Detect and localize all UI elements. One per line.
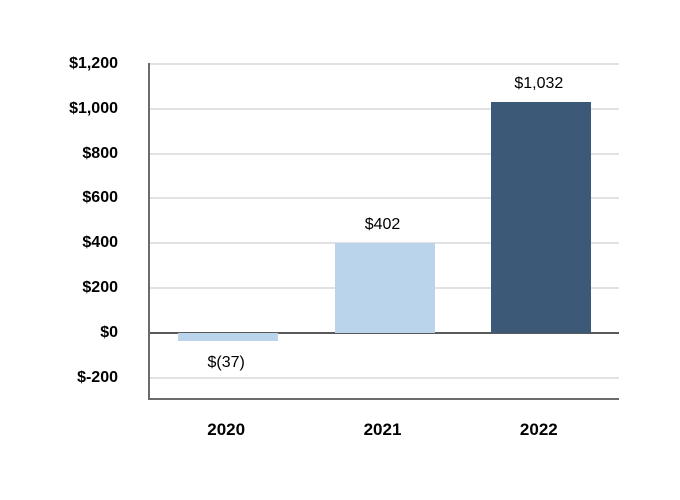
y-axis-tick-label: $1,200: [69, 54, 118, 72]
data-label-2020: $(37): [207, 354, 245, 372]
y-axis-tick-label: $400: [82, 234, 118, 252]
x-axis-label-2020: 2020: [207, 420, 246, 439]
x-axis-label-2022: 2022: [519, 420, 558, 439]
bar-2020: [178, 332, 279, 342]
y-axis-tick-label: $600: [82, 189, 118, 207]
y-axis-tick-label: $1,000: [69, 99, 118, 117]
data-label-2021: $402: [364, 215, 401, 233]
y-gridline: [150, 152, 619, 155]
bar-2022: [490, 101, 591, 333]
zero-axis-line: [150, 331, 619, 334]
y-gridline: [150, 62, 619, 65]
y-axis-tick-label: $200: [82, 279, 118, 297]
data-label-2022: $1,032: [514, 74, 564, 92]
y-gridline: [150, 197, 619, 200]
y-axis-tick-label: $-200: [77, 368, 118, 386]
y-gridline: [150, 107, 619, 110]
x-axis-label-2021: 2021: [363, 420, 402, 439]
y-gridline: [150, 376, 619, 379]
y-axis-tick-label: $0: [100, 323, 118, 341]
plot-area: [148, 62, 619, 400]
bar-2021: [334, 242, 435, 333]
y-axis-tick-label: $800: [82, 144, 118, 162]
